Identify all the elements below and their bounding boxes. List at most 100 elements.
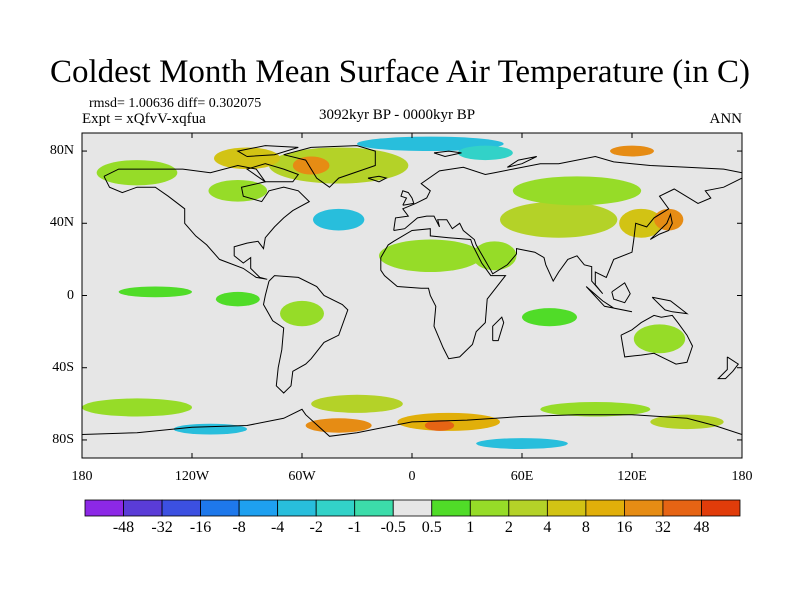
colorbar-label: 48 bbox=[693, 519, 710, 536]
colorbar-label: 0.5 bbox=[421, 519, 442, 536]
colorbar-label: 1 bbox=[466, 519, 475, 536]
x-tick-label: 0 bbox=[408, 469, 416, 484]
anomaly-patch bbox=[650, 414, 724, 430]
anomaly-patch bbox=[292, 156, 330, 175]
anomaly-patch bbox=[472, 241, 517, 271]
coastline-baffin bbox=[245, 163, 300, 183]
anomaly-patch bbox=[357, 136, 504, 152]
stats-line: rmsd= 1.00636 diff= 0.302075 bbox=[89, 96, 262, 111]
colorbar-swatch bbox=[84, 499, 124, 517]
coastline-svalbard bbox=[433, 150, 462, 158]
colorbar bbox=[84, 499, 741, 517]
colorbar-swatch bbox=[238, 499, 279, 517]
colorbar-label: -48 bbox=[112, 519, 135, 536]
coastline-indonesia bbox=[585, 286, 633, 313]
y-tick-label: 80N bbox=[49, 143, 74, 159]
anomaly-patch bbox=[313, 208, 365, 231]
coastline-ellesmere bbox=[236, 145, 299, 157]
colorbar-swatch bbox=[315, 499, 356, 517]
anomaly-patch bbox=[457, 145, 513, 161]
colorbar-label: -4 bbox=[270, 519, 285, 536]
colorbar-swatch bbox=[701, 499, 741, 517]
x-tick-label: 180 bbox=[731, 469, 753, 484]
coastline-novaya-zemlya bbox=[507, 156, 537, 168]
coastline-greenland bbox=[283, 145, 376, 188]
anomaly-patch bbox=[305, 418, 372, 433]
anomaly-patch bbox=[476, 438, 568, 449]
colorbar-label: 16 bbox=[616, 519, 633, 536]
coastline-uk bbox=[400, 190, 415, 206]
anomaly-patch bbox=[173, 423, 247, 435]
colorbar-swatch bbox=[200, 499, 240, 517]
coastline-north-america bbox=[103, 164, 311, 280]
y-tick-label: 80S bbox=[52, 431, 74, 447]
y-tick-label: 0 bbox=[67, 287, 74, 303]
experiment-line: Expt = xQfvV-xqfua bbox=[82, 111, 206, 127]
colorbar-label: 32 bbox=[654, 519, 671, 536]
colorbar-label: -32 bbox=[151, 519, 173, 536]
anomaly-patch bbox=[280, 300, 324, 327]
anomaly-patch bbox=[208, 179, 268, 202]
anomaly-patch bbox=[522, 308, 577, 327]
x-tick-label: 60W bbox=[288, 469, 316, 484]
coastline-africa bbox=[380, 228, 507, 360]
colorbar-label: -0.5 bbox=[380, 519, 406, 536]
coastline-new-guinea bbox=[651, 296, 689, 315]
colorbar-swatch bbox=[662, 499, 702, 517]
x-tick-label: 60E bbox=[510, 469, 534, 484]
anomaly-patch bbox=[633, 324, 686, 354]
anomaly-patch bbox=[540, 402, 651, 417]
anomaly-patch bbox=[82, 398, 192, 417]
map-title: Coldest Month Mean Surface Air Temperatu… bbox=[50, 54, 750, 90]
coastline-madagascar bbox=[492, 316, 505, 342]
colorbar-swatch bbox=[392, 499, 433, 517]
colorbar-label: 8 bbox=[581, 519, 590, 536]
anomaly-patch bbox=[214, 147, 280, 170]
anomaly-patch bbox=[512, 176, 642, 206]
colorbar-label: -2 bbox=[309, 519, 323, 536]
colorbar-label: -16 bbox=[189, 519, 212, 536]
coastline-iceland bbox=[367, 175, 388, 183]
colorbar-swatch bbox=[354, 499, 394, 517]
colorbar-label: -1 bbox=[348, 519, 362, 536]
anomaly-patch bbox=[215, 291, 260, 307]
anomaly-patch bbox=[619, 208, 664, 238]
anomaly-patch bbox=[610, 145, 654, 157]
coastline-south-america bbox=[262, 275, 349, 394]
colorbar-swatch bbox=[469, 499, 510, 517]
anomaly-patch bbox=[96, 160, 178, 186]
colorbar-swatch bbox=[431, 499, 471, 517]
coastlines bbox=[82, 145, 742, 437]
colorbar-swatch bbox=[277, 499, 317, 517]
colorbar-swatch bbox=[123, 499, 163, 517]
colorbar-swatch bbox=[508, 499, 548, 517]
coastline-australia bbox=[620, 314, 694, 365]
anomaly-patch bbox=[424, 420, 455, 431]
anomaly-patches bbox=[82, 136, 724, 449]
x-tick-label: 120E bbox=[617, 469, 647, 484]
axis-ticks bbox=[81, 133, 743, 458]
colorbar-swatch bbox=[585, 499, 625, 517]
coastline-antarctica bbox=[82, 408, 742, 437]
y-tick-label: 40N bbox=[49, 215, 74, 231]
anomaly-patch bbox=[311, 394, 403, 413]
colorbar-label: 2 bbox=[504, 519, 513, 536]
coastline-japan bbox=[649, 212, 673, 240]
anomaly-patch bbox=[118, 286, 192, 298]
colorbar-label: -8 bbox=[232, 519, 246, 536]
colorbar-swatch bbox=[546, 499, 587, 517]
season-label: ANN bbox=[709, 111, 743, 127]
x-tick-label: 120W bbox=[174, 469, 210, 484]
y-tick-label: 40S bbox=[52, 359, 74, 375]
coastline-eurasia bbox=[393, 155, 742, 295]
anomaly-patch bbox=[379, 239, 482, 273]
anomaly-patch bbox=[500, 201, 618, 238]
coastline-borneo bbox=[611, 282, 631, 304]
colorbar-swatch bbox=[624, 499, 664, 517]
colorbar-swatch bbox=[161, 499, 201, 517]
period-line: 3092kyr BP - 0000kyr BP bbox=[319, 107, 476, 123]
colorbar-label: 4 bbox=[543, 519, 552, 536]
anomaly-patch bbox=[269, 147, 409, 184]
x-tick-label: 180 bbox=[71, 469, 93, 484]
